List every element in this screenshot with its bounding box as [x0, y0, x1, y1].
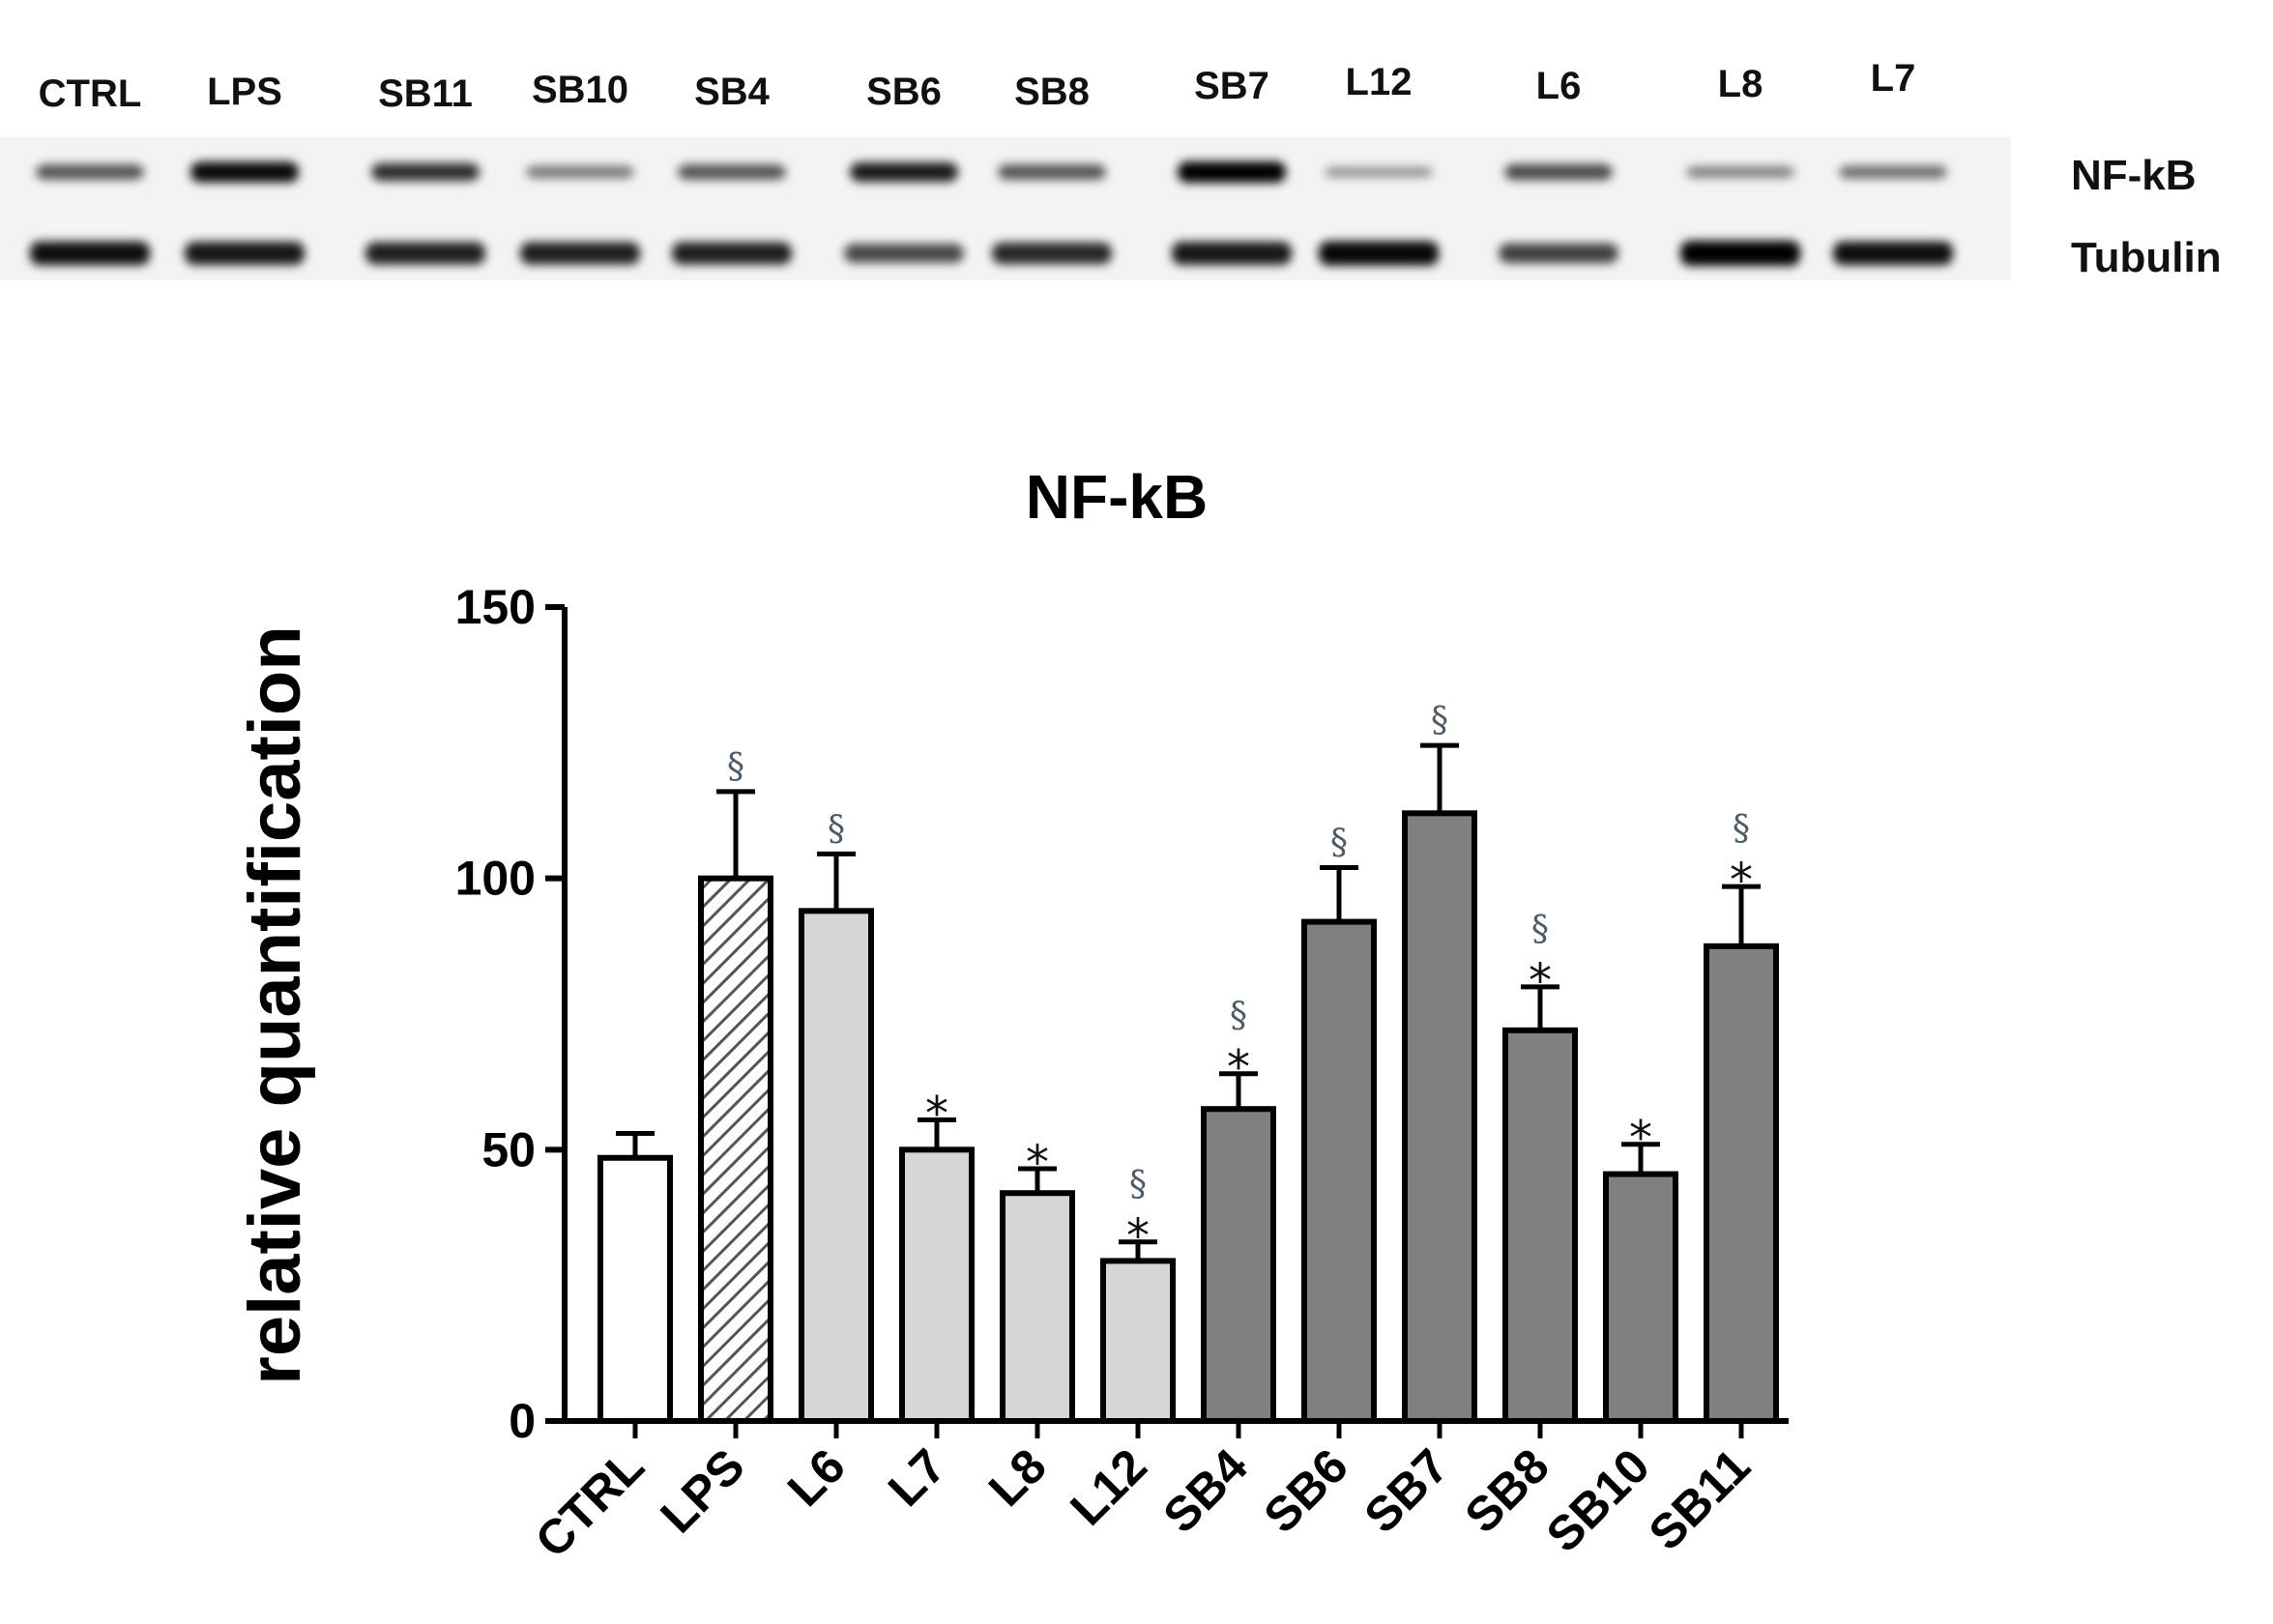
sig-star-sb10: *	[1629, 1112, 1652, 1166]
y-axis-label: relative quantification	[234, 625, 316, 1385]
band-label-tubulin: Tubulin	[2071, 234, 2222, 281]
sig-star-l7: *	[925, 1087, 948, 1141]
bar-sb8	[1502, 1027, 1578, 1424]
chart-title: NF-kB	[1026, 462, 1208, 532]
sig-section-sb6: §	[1330, 823, 1348, 862]
x-tick-label-l8: L8	[978, 1438, 1057, 1517]
band-nfkb-l12	[1325, 166, 1433, 178]
lane-label-sb11: SB11	[378, 72, 473, 115]
lane-label-l7: L7	[1871, 57, 1916, 100]
lane-label-ctrl: CTRL	[39, 72, 142, 115]
x-tick-label-lps: LPS	[650, 1438, 754, 1543]
band-tubulin-l12	[1319, 241, 1439, 266]
bar-l7	[899, 1146, 975, 1425]
y-axis-ticks: 0 50 100 150	[455, 580, 565, 1448]
sig-section-l12: §	[1129, 1165, 1147, 1204]
lane-label-sb7: SB7	[1194, 65, 1269, 107]
sig-star-l12: *	[1126, 1209, 1150, 1263]
band-nfkb-sb6	[850, 162, 958, 182]
sig-section-lps: §	[727, 747, 744, 787]
y-tick-label-0: 0	[509, 1394, 536, 1448]
bar-l8	[1000, 1190, 1075, 1424]
sig-section-l6: §	[828, 809, 845, 849]
lane-label-l6: L6	[1536, 65, 1582, 107]
band-nfkb-l6	[1504, 163, 1613, 181]
significance-marks: § § * * * § * § § § * § * * §	[727, 701, 1753, 1263]
band-tubulin-l7	[1833, 241, 1953, 266]
sig-section-sb11: §	[1733, 809, 1750, 849]
band-nfkb-l7	[1839, 165, 1947, 179]
bar-sb11	[1704, 942, 1779, 1424]
sig-star-sb8: *	[1529, 954, 1552, 1008]
band-nfkb-sb8	[998, 164, 1106, 180]
bar-sb7	[1402, 810, 1477, 1424]
band-label-nfkb: NF-kB	[2071, 152, 2197, 199]
blot-bands	[30, 161, 1953, 266]
x-tick-label-l12: L12	[1060, 1438, 1157, 1536]
band-tubulin-sb8	[992, 242, 1112, 265]
y-tick-label-50: 50	[481, 1122, 536, 1176]
x-tick-label-ctrl: CTRL	[525, 1438, 655, 1568]
x-tick-label-sb4: SB4	[1152, 1438, 1258, 1544]
blot-lane-labels: CTRL LPS SB11 SB10 SB4 SB6 SB8 SB7 L12 L6 L8 L7	[39, 57, 1916, 115]
western-blot: CTRL LPS SB11 SB10 SB4 SB6 SB8 SB7 L12 L6 L8 L7 NF-…	[0, 57, 2222, 281]
band-tubulin-sb10	[520, 242, 640, 265]
band-nfkb-sb7	[1178, 161, 1286, 183]
lane-label-l8: L8	[1718, 63, 1763, 105]
lane-label-sb8: SB8	[1014, 71, 1090, 113]
band-nfkb-lps	[190, 161, 299, 183]
bar-l12	[1100, 1258, 1176, 1424]
axes	[562, 607, 1789, 1424]
error-bars	[616, 742, 1761, 1262]
y-tick-label-150: 150	[455, 580, 536, 634]
lane-label-l12: L12	[1346, 61, 1413, 103]
x-tick-label-l7: L7	[878, 1438, 956, 1517]
bar-ctrl	[597, 1154, 673, 1424]
bar-sb4	[1201, 1106, 1276, 1424]
bar-sb10	[1603, 1171, 1678, 1425]
sig-section-sb4: §	[1230, 997, 1247, 1036]
y-tick-label-100: 100	[455, 852, 536, 906]
band-tubulin-sb7	[1172, 242, 1292, 265]
band-tubulin-sb4	[672, 242, 792, 265]
x-tick-label-sb10: SB10	[1536, 1438, 1660, 1562]
sig-star-sb4: *	[1227, 1041, 1250, 1095]
band-tubulin-lps	[185, 242, 305, 265]
band-nfkb-sb10	[526, 165, 634, 179]
sig-section-sb8: §	[1531, 910, 1549, 949]
band-tubulin-ctrl	[30, 241, 150, 266]
sig-star-sb11: *	[1730, 854, 1753, 908]
x-tick-label-l6: L6	[777, 1438, 856, 1517]
band-tubulin-sb6	[844, 244, 964, 263]
band-nfkb-l8	[1686, 165, 1794, 179]
bars	[597, 810, 1779, 1425]
band-nfkb-ctrl	[36, 164, 144, 180]
lane-label-sb4: SB4	[694, 71, 771, 113]
x-tick-label-sb7: SB7	[1354, 1438, 1458, 1543]
band-nfkb-sb11	[371, 162, 480, 182]
bar-lps	[698, 875, 773, 1424]
band-nfkb-sb4	[678, 164, 786, 180]
lane-label-sb10: SB10	[532, 69, 628, 111]
bar-sb6	[1301, 918, 1377, 1424]
x-tick-label-sb6: SB6	[1253, 1438, 1357, 1543]
band-tubulin-sb11	[365, 242, 485, 265]
lane-label-lps: LPS	[207, 71, 282, 113]
lane-label-sb6: SB6	[866, 71, 942, 113]
sig-star-l8: *	[1026, 1136, 1049, 1190]
x-tick-label-sb11: SB11	[1639, 1438, 1761, 1560]
band-tubulin-l8	[1680, 241, 1800, 266]
sig-section-sb7: §	[1431, 701, 1448, 740]
bar-chart: NF-kB relative quantification §§***§*§§§…	[234, 462, 1789, 1568]
band-tubulin-l6	[1499, 243, 1618, 264]
bar-l6	[799, 908, 874, 1424]
